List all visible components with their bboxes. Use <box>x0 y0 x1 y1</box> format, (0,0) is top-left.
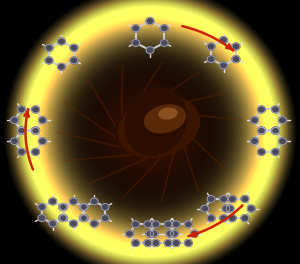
Circle shape <box>32 148 40 155</box>
Circle shape <box>18 106 25 113</box>
Circle shape <box>172 221 180 228</box>
Circle shape <box>80 204 87 210</box>
Circle shape <box>257 128 265 134</box>
Circle shape <box>152 240 160 247</box>
Circle shape <box>152 221 160 228</box>
Circle shape <box>228 196 236 202</box>
Circle shape <box>70 57 78 64</box>
Circle shape <box>207 196 215 202</box>
Circle shape <box>172 240 180 247</box>
Circle shape <box>257 127 265 134</box>
Circle shape <box>226 205 234 212</box>
Circle shape <box>150 230 158 237</box>
Ellipse shape <box>118 96 200 157</box>
Circle shape <box>220 62 227 69</box>
Circle shape <box>272 106 280 113</box>
Circle shape <box>241 196 249 202</box>
Circle shape <box>11 138 18 145</box>
Circle shape <box>132 240 140 247</box>
Circle shape <box>17 128 25 134</box>
Circle shape <box>232 56 240 63</box>
Circle shape <box>279 138 286 145</box>
Circle shape <box>190 230 198 237</box>
Circle shape <box>132 25 140 32</box>
Circle shape <box>101 215 109 221</box>
Circle shape <box>38 204 46 210</box>
Circle shape <box>220 215 228 221</box>
Circle shape <box>70 198 77 205</box>
Circle shape <box>247 205 255 212</box>
Circle shape <box>39 117 46 124</box>
Circle shape <box>49 220 57 227</box>
Circle shape <box>60 215 68 221</box>
Circle shape <box>279 117 286 124</box>
Circle shape <box>222 205 230 212</box>
Circle shape <box>11 117 18 124</box>
Circle shape <box>146 18 154 25</box>
Ellipse shape <box>159 108 177 119</box>
Circle shape <box>272 148 280 155</box>
Ellipse shape <box>145 105 185 133</box>
Circle shape <box>250 138 258 145</box>
Circle shape <box>250 117 258 124</box>
Circle shape <box>38 215 46 221</box>
Circle shape <box>45 57 53 64</box>
Ellipse shape <box>125 88 187 155</box>
Circle shape <box>32 106 40 113</box>
Circle shape <box>207 56 215 63</box>
Circle shape <box>257 148 265 155</box>
Circle shape <box>126 230 134 237</box>
Circle shape <box>18 127 25 134</box>
Circle shape <box>160 40 168 46</box>
Circle shape <box>220 196 228 202</box>
Circle shape <box>146 230 154 237</box>
Circle shape <box>59 215 67 221</box>
Circle shape <box>39 138 46 145</box>
Circle shape <box>80 204 88 210</box>
Circle shape <box>146 47 154 54</box>
Circle shape <box>184 240 192 247</box>
Circle shape <box>160 25 168 32</box>
Circle shape <box>164 240 172 247</box>
Circle shape <box>45 44 53 51</box>
Circle shape <box>132 40 140 46</box>
Circle shape <box>272 127 280 134</box>
Circle shape <box>101 204 109 210</box>
Circle shape <box>80 215 87 221</box>
Circle shape <box>201 205 209 212</box>
Circle shape <box>59 204 67 210</box>
Circle shape <box>207 43 215 50</box>
Circle shape <box>220 37 227 44</box>
Circle shape <box>70 44 78 51</box>
Circle shape <box>60 204 68 210</box>
Circle shape <box>144 221 152 228</box>
Circle shape <box>232 43 240 50</box>
Circle shape <box>164 221 172 228</box>
Circle shape <box>184 221 192 228</box>
Circle shape <box>166 230 174 237</box>
Circle shape <box>58 63 65 70</box>
Circle shape <box>228 215 236 221</box>
Circle shape <box>80 215 88 221</box>
Circle shape <box>58 38 65 45</box>
Circle shape <box>170 230 178 237</box>
Circle shape <box>207 215 215 221</box>
Circle shape <box>132 221 140 228</box>
Circle shape <box>49 198 57 205</box>
Circle shape <box>32 128 40 134</box>
Circle shape <box>272 128 280 134</box>
Circle shape <box>32 127 40 134</box>
Circle shape <box>17 148 25 155</box>
Circle shape <box>257 106 265 113</box>
Circle shape <box>144 240 152 247</box>
Circle shape <box>241 215 249 221</box>
Circle shape <box>70 220 77 227</box>
Circle shape <box>90 198 98 205</box>
Circle shape <box>90 220 98 227</box>
